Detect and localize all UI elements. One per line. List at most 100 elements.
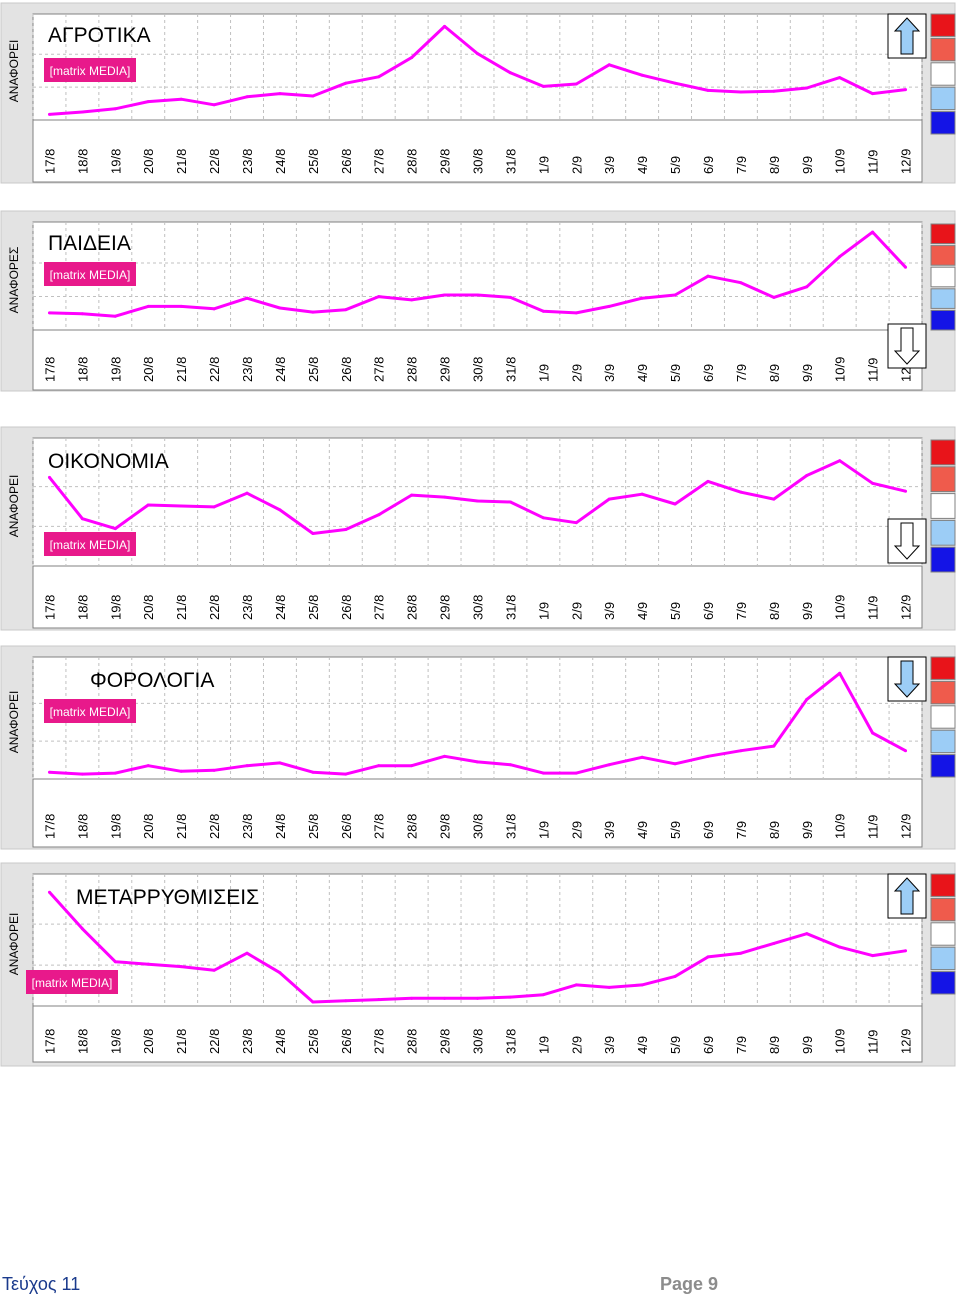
x-tick-label: 7/9 — [734, 1036, 749, 1054]
data-point — [673, 502, 677, 506]
x-tick-label: 17/8 — [42, 595, 57, 620]
data-point — [739, 90, 743, 94]
x-tick-label: 28/8 — [405, 1029, 420, 1054]
x-tick-label: 19/8 — [108, 357, 123, 382]
data-point — [508, 295, 512, 299]
x-tick-label: 20/8 — [141, 149, 156, 174]
data-point — [212, 307, 216, 311]
data-point — [113, 771, 117, 775]
legend-swatch — [930, 680, 956, 705]
tick-label-area — [32, 119, 923, 183]
x-tick-label: 30/8 — [471, 357, 486, 382]
chart-panel-paideia: ΑΝΑΦΟΡΕΣ [matrix MEDIA] ΠΑΙΔΕΙΑ 17/8 18/8 19/… — [0, 210, 956, 392]
chart-title: ΜΕΤΑΡΡΥΘΜΙΣΕΙΣ — [76, 886, 259, 909]
data-point — [574, 771, 578, 775]
data-point — [146, 764, 150, 768]
x-tick-label: 20/8 — [141, 357, 156, 382]
data-point — [508, 500, 512, 504]
data-point — [179, 769, 183, 773]
data-point — [838, 459, 842, 463]
chart-svg: ΑΝΑΦΟΡΕΣ [matrix MEDIA] ΠΑΙΔΕΙΑ 17/8 18/8 19/… — [0, 210, 956, 392]
data-point — [212, 103, 216, 107]
data-point — [146, 304, 150, 308]
data-point — [805, 932, 809, 936]
data-point — [212, 768, 216, 772]
x-tick-label: 22/8 — [207, 149, 222, 174]
data-point — [706, 274, 710, 278]
x-tick-label: 19/8 — [108, 595, 123, 620]
data-point — [146, 962, 150, 966]
legend-swatch — [930, 439, 956, 466]
x-tick-label: 21/8 — [174, 357, 189, 382]
data-point — [113, 107, 117, 111]
data-point — [739, 281, 743, 285]
data-point — [904, 949, 908, 953]
x-tick-label: 9/9 — [800, 364, 815, 382]
svg-text:[matrix MEDIA]: [matrix MEDIA] — [50, 64, 131, 78]
data-point — [772, 89, 776, 93]
data-point — [772, 941, 776, 945]
x-tick-label: 20/8 — [141, 814, 156, 839]
data-point — [245, 95, 249, 99]
x-tick-label: 28/8 — [405, 357, 420, 382]
data-point — [311, 310, 315, 314]
arrow-up-icon — [887, 13, 927, 59]
x-tick-label: 29/8 — [438, 1029, 453, 1054]
x-tick-label: 24/8 — [273, 814, 288, 839]
x-tick-label: 23/8 — [240, 1029, 255, 1054]
x-tick-label: 29/8 — [438, 595, 453, 620]
data-point — [245, 764, 249, 768]
x-tick-label: 20/8 — [141, 595, 156, 620]
data-point — [574, 311, 578, 315]
data-point — [904, 88, 908, 92]
chart-panel-forologia: ΑΝΑΦΟΡΕΙ [matrix MEDIA] ΦΟΡΟΛΟΓΙΑ 17/8 18/8 1… — [0, 645, 956, 850]
matrix-media-logo: [matrix MEDIA] — [44, 262, 136, 286]
legend-swatch — [930, 754, 956, 778]
data-point — [410, 764, 414, 768]
x-tick-label: 21/8 — [174, 1029, 189, 1054]
data-point — [278, 508, 282, 512]
x-tick-label: 19/8 — [108, 1029, 123, 1054]
data-point — [706, 955, 710, 959]
plot-area — [32, 13, 923, 121]
tick-label-area — [32, 778, 923, 848]
data-point — [311, 94, 315, 98]
x-tick-label: 11/9 — [866, 596, 881, 620]
x-tick-label: 31/8 — [503, 1029, 518, 1054]
legend-swatch — [930, 705, 956, 729]
legend-swatch — [930, 309, 956, 331]
data-point — [805, 285, 809, 289]
data-point — [772, 295, 776, 299]
data-point — [805, 697, 809, 701]
x-tick-label: 23/8 — [240, 814, 255, 839]
data-point — [80, 312, 84, 316]
data-point — [344, 999, 348, 1003]
x-tick-label: 24/8 — [273, 1029, 288, 1054]
data-point — [805, 473, 809, 477]
x-tick-label: 6/9 — [701, 364, 716, 382]
matrix-media-logo: [matrix MEDIA] — [26, 970, 118, 994]
data-point — [410, 996, 414, 1000]
data-point — [377, 513, 381, 517]
data-point — [574, 82, 578, 86]
x-tick-label: 31/8 — [503, 595, 518, 620]
x-tick-label: 26/8 — [339, 814, 354, 839]
data-point — [574, 983, 578, 987]
x-tick-label: 22/8 — [207, 595, 222, 620]
x-tick-label: 27/8 — [372, 149, 387, 174]
x-tick-label: 24/8 — [273, 357, 288, 382]
data-point — [476, 499, 479, 503]
x-tick-label: 24/8 — [273, 149, 288, 174]
x-tick-label: 25/8 — [306, 357, 321, 382]
x-tick-label: 23/8 — [240, 595, 255, 620]
x-tick-label: 8/9 — [767, 821, 782, 839]
data-point — [344, 772, 348, 776]
data-point — [80, 110, 84, 114]
x-tick-label: 9/9 — [800, 156, 815, 174]
x-tick-label: 25/8 — [306, 814, 321, 839]
legend-swatch — [930, 729, 956, 754]
chart-svg: ΑΝΑΦΟΡΕΙ [matrix MEDIA] ΦΟΡΟΛΟΓΙΑ 17/8 18/8 1… — [0, 645, 956, 850]
x-tick-label: 27/8 — [372, 1029, 387, 1054]
matrix-media-logo: [matrix MEDIA] — [44, 532, 136, 556]
svg-text:[matrix MEDIA]: [matrix MEDIA] — [50, 538, 131, 552]
